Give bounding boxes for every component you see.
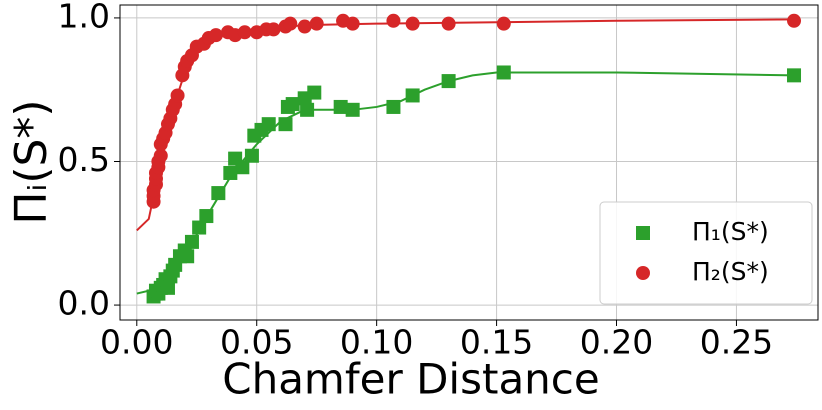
circle-marker bbox=[496, 16, 511, 31]
x-tick-label: 0.25 bbox=[700, 323, 773, 362]
circle-marker bbox=[237, 25, 252, 40]
x-tick-label: 0.00 bbox=[100, 323, 173, 362]
x-tick-label: 0.05 bbox=[220, 323, 293, 362]
y-tick-label: 0.5 bbox=[58, 140, 110, 179]
square-marker bbox=[160, 280, 175, 295]
square-marker bbox=[244, 148, 259, 163]
square-marker bbox=[333, 99, 348, 114]
circle-marker bbox=[170, 88, 185, 103]
square-marker bbox=[307, 85, 322, 100]
square-marker bbox=[261, 117, 276, 132]
square-marker bbox=[192, 220, 207, 235]
square-marker bbox=[180, 249, 195, 264]
fit-curve bbox=[136, 18, 795, 232]
square-marker bbox=[278, 117, 293, 132]
x-tick-label: 0.10 bbox=[340, 323, 413, 362]
legend-box bbox=[599, 201, 813, 305]
square-marker bbox=[636, 226, 650, 240]
square-marker bbox=[345, 102, 360, 117]
square-marker bbox=[787, 68, 802, 83]
circle-marker bbox=[208, 28, 223, 43]
circle-marker bbox=[405, 16, 420, 31]
x-tick-label: 0.20 bbox=[580, 323, 653, 362]
circle-marker bbox=[787, 13, 802, 28]
square-marker bbox=[386, 99, 401, 114]
square-marker bbox=[405, 88, 420, 103]
circle-marker bbox=[153, 148, 168, 163]
y-tick-label: 0.0 bbox=[58, 284, 110, 323]
legend-label: Π₁(S*) bbox=[692, 217, 769, 246]
square-marker bbox=[235, 160, 250, 175]
square-marker bbox=[199, 209, 214, 224]
square-marker bbox=[285, 97, 300, 112]
circle-marker bbox=[636, 266, 650, 280]
square-marker bbox=[184, 234, 199, 249]
legend-label: Π₂(S*) bbox=[692, 257, 769, 286]
x-tick-label: 0.15 bbox=[460, 323, 533, 362]
circle-marker bbox=[386, 13, 401, 28]
circle-marker bbox=[266, 22, 281, 37]
circle-marker bbox=[283, 16, 298, 31]
circle-marker bbox=[441, 16, 456, 31]
plot-frame bbox=[119, 4, 819, 321]
square-marker bbox=[441, 74, 456, 89]
y-tick-label: 1.0 bbox=[58, 0, 110, 35]
circle-marker bbox=[297, 19, 312, 34]
circle-marker bbox=[345, 16, 360, 31]
square-marker bbox=[211, 186, 226, 201]
square-marker bbox=[300, 102, 315, 117]
square-marker bbox=[496, 65, 511, 80]
y-axis-label: Πᵢ(S*) bbox=[6, 99, 57, 224]
x-axis-label: Chamfer Distance bbox=[222, 355, 600, 404]
circle-marker bbox=[309, 16, 324, 31]
square-marker bbox=[223, 165, 238, 180]
